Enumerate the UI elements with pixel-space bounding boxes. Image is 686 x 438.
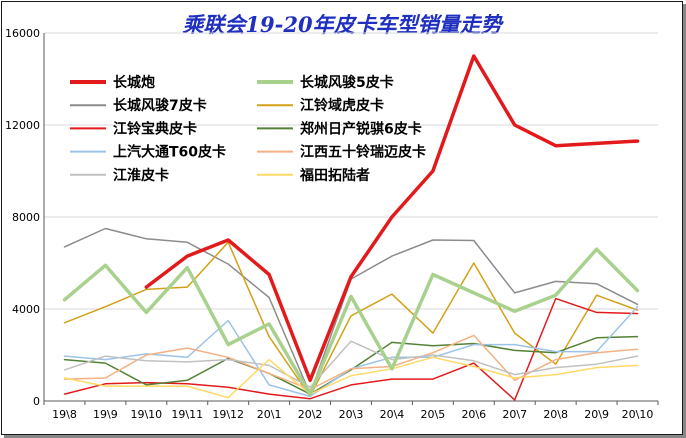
series-line-7 [63, 334, 639, 391]
series-line-3 [63, 241, 639, 398]
x-tick-label: 19\11 [171, 408, 203, 421]
series-line-1 [62, 247, 640, 396]
x-tick-label: 19\8 [52, 408, 77, 421]
series-line-5 [63, 335, 639, 395]
y-axis-ticks: 0 4000 8000 12000 16000 [5, 27, 40, 408]
legend-label: 江西五十铃瑞迈皮卡 [300, 144, 426, 161]
legend-label: 长城风骏7皮卡 [113, 97, 207, 114]
x-tick-label: 20\7 [502, 408, 527, 421]
legend-label: 上汽大通T60皮卡 [113, 144, 226, 161]
legend-label: 江铃域虎皮卡 [300, 97, 384, 114]
legend-label: 长城风骏5皮卡 [300, 74, 394, 91]
x-tick-label: 20\1 [257, 408, 282, 421]
legend-label: 福田拓陆者 [299, 167, 370, 184]
axes [43, 33, 658, 402]
y-tick-label: 8000 [12, 211, 40, 224]
x-tick-label: 19\9 [93, 408, 118, 421]
x-tick-label: 19\12 [212, 408, 244, 421]
x-tick-label: 20\3 [339, 408, 364, 421]
y-tick-label: 4000 [12, 303, 40, 316]
legend-label: 江淮皮卡 [113, 167, 169, 184]
y-tick-label: 16000 [5, 27, 40, 40]
x-tick-label: 20\4 [380, 408, 405, 421]
series-lines [62, 54, 640, 401]
x-axis-ticks: 19\8 19\9 19\10 19\11 19\12 20\1 20\2 20\3 20\4 2… [43, 401, 659, 421]
legend-label: 江铃宝典皮卡 [113, 120, 197, 137]
y-tick-label: 12000 [5, 119, 40, 132]
series-line-0 [144, 54, 640, 383]
x-tick-label: 19\10 [130, 408, 162, 421]
x-tick-label: 20\6 [461, 408, 486, 421]
x-tick-label: 20\2 [298, 408, 323, 421]
y-tick-label: 0 [33, 395, 40, 408]
grid [44, 32, 658, 310]
series-line-8 [63, 340, 639, 388]
legend-label: 郑州日产锐骐6皮卡 [300, 120, 422, 137]
x-tick-label: 20\10 [622, 408, 654, 421]
x-tick-label: 20\8 [543, 408, 568, 421]
x-tick-label: 20\5 [421, 408, 446, 421]
x-tick-label: 20\9 [584, 408, 609, 421]
series-line-9 [63, 356, 639, 399]
legend-label: 长城炮 [113, 74, 155, 91]
